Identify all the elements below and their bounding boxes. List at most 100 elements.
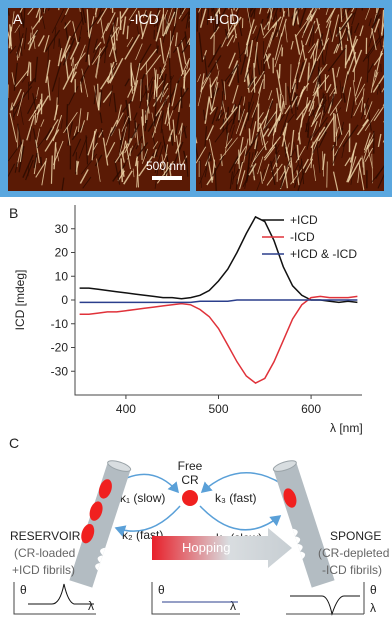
- fibril: [307, 62, 310, 82]
- fibril: [94, 154, 103, 167]
- fibril: [155, 14, 165, 42]
- fibril: [141, 80, 144, 103]
- fibril: [225, 20, 235, 36]
- fibril: [27, 96, 38, 115]
- fibril: [167, 129, 174, 142]
- legend-label: -ICD: [290, 230, 315, 244]
- fibril: [279, 171, 286, 189]
- fibril: [158, 67, 166, 80]
- fibril: [113, 92, 117, 113]
- fibril: [371, 8, 381, 29]
- fibril: [291, 93, 298, 103]
- hopping-label: Hopping: [182, 540, 230, 555]
- fibril: [233, 33, 237, 43]
- fibril: [290, 157, 295, 184]
- fibril: [140, 140, 143, 155]
- fibril: [290, 129, 295, 157]
- fibril: [234, 8, 240, 23]
- fibril: [42, 8, 45, 13]
- fibril: [160, 63, 167, 73]
- reservoir-label: +ICD fibrils): [12, 563, 75, 577]
- fibril: [98, 8, 102, 17]
- fibril: [127, 85, 134, 98]
- fibril: [8, 138, 25, 162]
- fibril: [340, 8, 343, 23]
- fibril: [121, 151, 125, 163]
- rate-label: k₃ (fast): [215, 491, 257, 505]
- fibril: [334, 129, 350, 156]
- fibril: [335, 126, 339, 138]
- fibril: [312, 74, 330, 97]
- fibril: [114, 160, 121, 185]
- fibril: [165, 93, 168, 106]
- fibril: [247, 76, 256, 89]
- fibril: [136, 157, 140, 188]
- fibril: [342, 124, 359, 147]
- fibril: [141, 116, 145, 147]
- fibril: [204, 55, 208, 78]
- fibril: [144, 118, 148, 132]
- fibril: [229, 171, 234, 190]
- fibril: [332, 67, 337, 94]
- fibril: [308, 23, 315, 47]
- fibril: [357, 165, 361, 183]
- fibril: [306, 66, 309, 92]
- fibril: [106, 141, 116, 159]
- fibril: [339, 80, 343, 102]
- fibril: [268, 19, 279, 48]
- fibril: [329, 87, 336, 97]
- fibril: [342, 71, 349, 94]
- fibril: [11, 72, 15, 85]
- fibril: [17, 123, 23, 150]
- fibril: [312, 25, 315, 46]
- fibril: [287, 86, 293, 114]
- fibril: [110, 63, 114, 80]
- fibril: [262, 128, 270, 138]
- fibril: [324, 39, 329, 66]
- fibril: [335, 107, 343, 135]
- fibril: [227, 125, 235, 149]
- fibril: [351, 8, 358, 26]
- fibril: [244, 101, 255, 127]
- fibril: [8, 31, 13, 50]
- fibril: [86, 9, 90, 37]
- fibril: [257, 103, 260, 133]
- fibril: [124, 34, 141, 60]
- fibril: [106, 61, 115, 83]
- sponge-label: (CR-depleted: [318, 546, 389, 560]
- fibril: [75, 44, 86, 70]
- fibril: [352, 49, 363, 73]
- fibril: [122, 97, 134, 113]
- fibril: [266, 163, 283, 186]
- fibril: [80, 84, 83, 93]
- fibril: [237, 136, 244, 165]
- mini-axis-label: θ: [20, 583, 27, 597]
- fibril: [275, 12, 281, 41]
- fibril: [347, 157, 363, 183]
- fibril: [180, 40, 187, 65]
- fibril: [34, 113, 37, 125]
- fibril: [224, 132, 229, 155]
- fibril: [9, 24, 12, 47]
- fibril: [185, 158, 189, 177]
- fibril: [147, 81, 154, 103]
- fibril: [250, 121, 257, 144]
- fibril: [93, 38, 98, 53]
- fibril: [197, 8, 201, 14]
- mini-axis-label: λ: [230, 599, 236, 613]
- fibril: [356, 119, 370, 136]
- fibril: [22, 154, 34, 178]
- fibril: [80, 120, 85, 133]
- fibril: [226, 34, 234, 47]
- fibril: [214, 8, 220, 15]
- y-tick-label: 20: [55, 246, 69, 260]
- fibril: [133, 62, 141, 91]
- x-tick-label: 400: [116, 402, 136, 416]
- fibril: [316, 59, 321, 88]
- fibril: [165, 161, 169, 178]
- fibril: [34, 56, 39, 83]
- fibril: [215, 8, 221, 17]
- fibril: [13, 62, 18, 91]
- fibril: [342, 8, 346, 17]
- fibril: [109, 125, 117, 137]
